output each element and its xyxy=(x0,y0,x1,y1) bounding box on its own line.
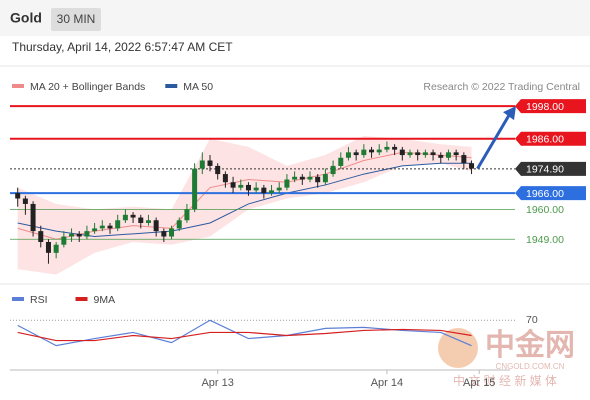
candle-body xyxy=(415,152,421,156)
candle-body xyxy=(169,228,175,237)
ma50-line xyxy=(17,162,472,238)
candle-body xyxy=(192,168,198,210)
candle-body xyxy=(230,182,236,188)
y-tick-label: 70 xyxy=(526,314,538,326)
legend-swatch xyxy=(75,297,88,301)
candle-body xyxy=(215,165,221,175)
level-label: 1966.00 xyxy=(526,188,564,200)
candle-body xyxy=(92,228,98,232)
candle-body xyxy=(322,174,328,183)
candle-body xyxy=(453,152,459,156)
watermark: 中金网 CNGOLD.COM.CN 中 文 财 经 新 媒 体 xyxy=(438,328,575,388)
level-label: 1998.00 xyxy=(526,101,564,113)
candle-body xyxy=(338,157,344,166)
watermark-brand: 中金网 xyxy=(485,328,575,362)
candle-body xyxy=(392,146,398,150)
candle-body xyxy=(122,214,128,221)
candle-body xyxy=(469,163,475,169)
candle-body xyxy=(153,220,159,232)
candle-body xyxy=(107,225,113,229)
candle-body xyxy=(222,174,228,183)
candle-body xyxy=(253,187,259,191)
candle-body xyxy=(422,152,428,156)
candle-body xyxy=(330,165,336,175)
candle-body xyxy=(245,184,251,191)
candle-body xyxy=(284,179,290,188)
candle-body xyxy=(269,190,275,194)
candle-body xyxy=(69,233,75,237)
symbol: Gold xyxy=(10,10,42,26)
candle-body xyxy=(292,176,298,180)
candle-body xyxy=(299,176,305,180)
candle-body xyxy=(276,187,282,191)
level-label: 1960.00 xyxy=(526,204,564,216)
legend-label: MA 20 + Bollinger Bands xyxy=(30,81,145,93)
x-tick-label: Apr 13 xyxy=(201,377,233,389)
forecast-arrowhead xyxy=(503,106,516,121)
candle-body xyxy=(22,198,28,204)
level-label: 1986.00 xyxy=(526,134,564,146)
watermark-url: CNGOLD.COM.CN xyxy=(496,362,565,371)
candle-body xyxy=(261,187,267,194)
candle-body xyxy=(61,236,67,245)
candle-body xyxy=(138,217,144,223)
candle-body xyxy=(345,152,351,158)
candle-body xyxy=(361,149,367,156)
candle-body xyxy=(184,209,190,221)
candle-body xyxy=(176,220,182,229)
indicator-line xyxy=(17,319,472,347)
candle-body xyxy=(307,176,313,180)
level-box xyxy=(515,131,586,146)
candle-body xyxy=(207,160,213,166)
candle-body xyxy=(53,244,59,253)
candle-body xyxy=(15,193,21,199)
timestamp: Thursday, April 14, 2022 6:57:47 AM CET xyxy=(12,40,233,54)
legend-swatch xyxy=(165,84,178,88)
watermark-tagline: 中 文 财 经 新 媒 体 xyxy=(453,373,557,388)
forecast-arrow xyxy=(476,109,514,170)
credit: Research © 2022 Trading Central xyxy=(423,81,580,93)
indicator-line xyxy=(17,328,472,342)
legend-label: MA 50 xyxy=(183,81,213,93)
legend-label: 9MA xyxy=(94,294,116,306)
candle-body xyxy=(99,225,105,229)
interval[interactable]: 30 MIN xyxy=(57,12,96,26)
candle-body xyxy=(115,220,121,229)
level-box xyxy=(515,99,586,114)
candle-body xyxy=(461,155,467,164)
candle-body xyxy=(376,149,382,153)
candle-body xyxy=(438,155,444,158)
candle-body xyxy=(84,231,90,237)
candle-body xyxy=(76,233,82,237)
legend-label: RSI xyxy=(30,294,48,306)
candle-body xyxy=(130,214,136,218)
level-label: 1949.00 xyxy=(526,234,564,246)
candle-body xyxy=(38,231,44,242)
candle-body xyxy=(315,176,321,183)
candle-body xyxy=(430,152,436,156)
candle-body xyxy=(238,184,244,188)
candle-body xyxy=(30,203,36,232)
candle-body xyxy=(199,160,205,169)
watermark-logo xyxy=(438,328,478,368)
x-tick-label: Apr 14 xyxy=(371,377,403,389)
level-box xyxy=(515,161,586,176)
candle-body xyxy=(384,146,390,150)
candle-body xyxy=(407,152,413,156)
candle-body xyxy=(45,241,51,253)
candle-body xyxy=(161,231,167,237)
candle-body xyxy=(445,152,451,158)
candle-body xyxy=(353,152,359,156)
candle-body xyxy=(399,149,405,156)
x-tick-label: Apr 15 xyxy=(463,377,495,389)
candle-body xyxy=(145,220,151,223)
interval-box[interactable] xyxy=(51,8,101,31)
candle-body xyxy=(369,149,375,153)
legend-swatch xyxy=(12,297,24,301)
level-label: 1974.90 xyxy=(526,164,564,176)
level-box xyxy=(515,186,586,201)
legend-swatch xyxy=(12,84,24,88)
